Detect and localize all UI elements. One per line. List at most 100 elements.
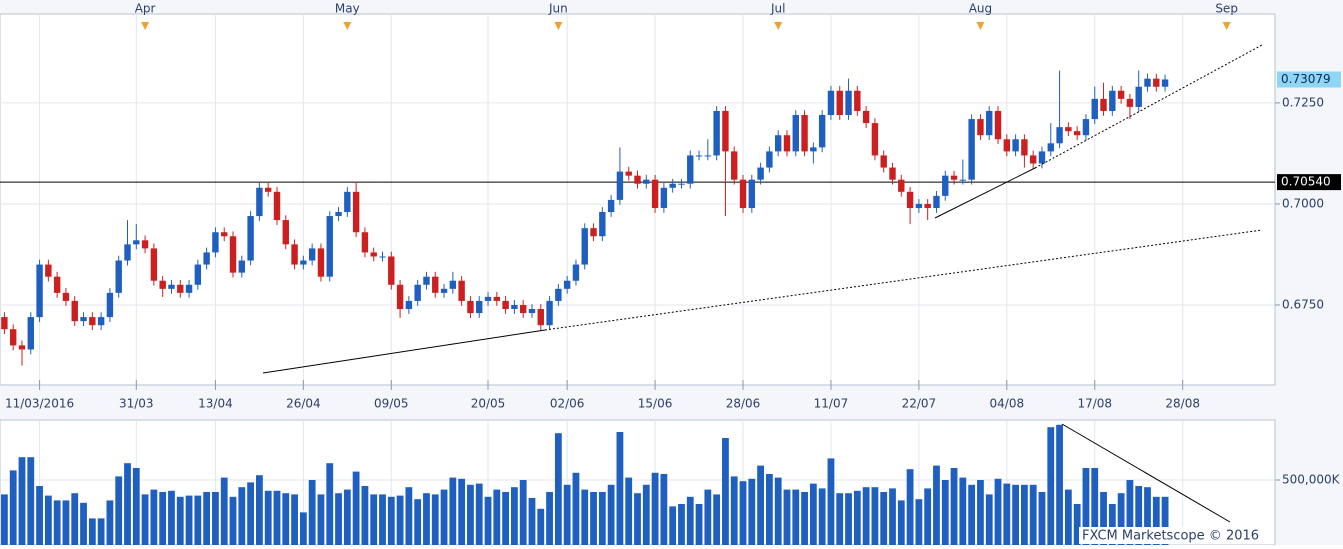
- volume-bar: [1029, 484, 1037, 545]
- volume-bar: [977, 480, 984, 545]
- trend-line-extension: [1034, 44, 1263, 169]
- month-label: Jul: [770, 2, 785, 16]
- candle-body: [1047, 143, 1054, 152]
- level-label-bg: [1277, 174, 1341, 191]
- candle-body: [994, 110, 1002, 140]
- volume-bar: [563, 484, 571, 545]
- volume-bar: [519, 480, 527, 545]
- candle-body: [124, 244, 131, 261]
- volume-bar: [871, 487, 879, 545]
- candle-body: [493, 296, 501, 301]
- candle-body: [898, 179, 905, 192]
- volume-bar: [889, 488, 896, 545]
- candle-body: [810, 147, 817, 152]
- volume-bar: [862, 487, 870, 545]
- candle-body: [924, 203, 931, 208]
- candle-body: [62, 292, 70, 301]
- candle-body: [739, 179, 747, 208]
- volume-bar: [449, 477, 457, 545]
- candle-body: [361, 232, 369, 253]
- candle-body: [933, 195, 940, 208]
- candle-body: [862, 110, 870, 124]
- volume-bar: [141, 494, 149, 545]
- candle-body: [264, 187, 272, 192]
- candle-body: [317, 248, 325, 277]
- x-tick-label: 11/03/2016: [5, 397, 74, 411]
- candle-body: [1135, 86, 1142, 107]
- last-price-bg: [1277, 71, 1341, 88]
- volume-bar: [88, 518, 96, 545]
- month-label: Aug: [969, 2, 992, 16]
- candle-body: [238, 260, 246, 273]
- candle-body: [133, 240, 140, 245]
- volume-bar: [440, 489, 448, 545]
- candle-body: [977, 119, 984, 136]
- volume-bar: [809, 483, 817, 545]
- candle-body: [1003, 139, 1011, 152]
- last-price-label: 0.73079: [1281, 72, 1331, 86]
- candle-body: [546, 300, 553, 326]
- volume-bar: [1126, 480, 1134, 545]
- level-label: 0.70540: [1281, 175, 1331, 189]
- volume-bar: [0, 494, 8, 545]
- volume-bar: [774, 477, 782, 545]
- volume-bar: [150, 489, 158, 545]
- candle-body: [687, 155, 694, 184]
- volume-bar: [212, 492, 219, 545]
- candle-body: [449, 280, 457, 289]
- candle-body: [880, 155, 887, 168]
- volume-bar: [572, 472, 580, 545]
- volume-bar: [423, 493, 430, 545]
- candle-body: [731, 151, 738, 180]
- volume-bar: [387, 496, 395, 545]
- volume-bar: [818, 488, 826, 545]
- volume-bar: [1144, 487, 1151, 545]
- volume-bar: [106, 500, 114, 545]
- volume-bar: [379, 494, 386, 545]
- candle-body: [678, 183, 685, 185]
- volume-bar: [546, 492, 553, 545]
- month-label: Apr: [135, 2, 156, 16]
- x-tick-label: 09/05: [374, 397, 409, 411]
- volume-bar: [299, 512, 307, 545]
- candle-body: [748, 179, 756, 208]
- candle-body: [1126, 98, 1134, 107]
- x-tick-label: 28/06: [726, 397, 761, 411]
- volume-bar: [291, 494, 298, 545]
- volume-bar: [317, 494, 325, 545]
- candle-body: [607, 199, 615, 213]
- volume-bar: [282, 493, 290, 545]
- volume-bar: [651, 472, 659, 545]
- volume-bar: [634, 493, 641, 545]
- volume-bar: [220, 477, 228, 545]
- month-marker: [343, 22, 352, 30]
- volume-bar: [396, 495, 404, 545]
- candle-body: [889, 167, 896, 180]
- candle-body: [599, 212, 606, 237]
- watermark: FXCM Marketscope © 2016: [1082, 529, 1259, 544]
- trend-line: [262, 329, 546, 374]
- candle-body: [669, 183, 676, 188]
- marks: [0, 70, 1275, 545]
- candle-body: [915, 203, 923, 208]
- candle-body: [906, 191, 914, 208]
- candle-body: [273, 191, 281, 221]
- volume-bar: [950, 468, 958, 545]
- month-label: May: [335, 2, 360, 16]
- x-tick-label: 13/04: [198, 397, 233, 411]
- candle-body: [1056, 127, 1063, 144]
- month-marker: [774, 22, 783, 30]
- candle-body: [1153, 78, 1160, 87]
- candle-body: [194, 264, 202, 285]
- candle-body: [1065, 127, 1072, 132]
- volume-bar: [941, 480, 949, 545]
- candle-body: [766, 151, 773, 168]
- volume-bar: [722, 438, 729, 545]
- volume-bar: [581, 489, 589, 545]
- volume-bar: [229, 496, 237, 545]
- candle-body: [643, 179, 650, 184]
- candle-body: [379, 256, 386, 258]
- volume-bar: [994, 478, 1002, 545]
- month-marker: [976, 22, 985, 30]
- candle-body: [282, 220, 289, 245]
